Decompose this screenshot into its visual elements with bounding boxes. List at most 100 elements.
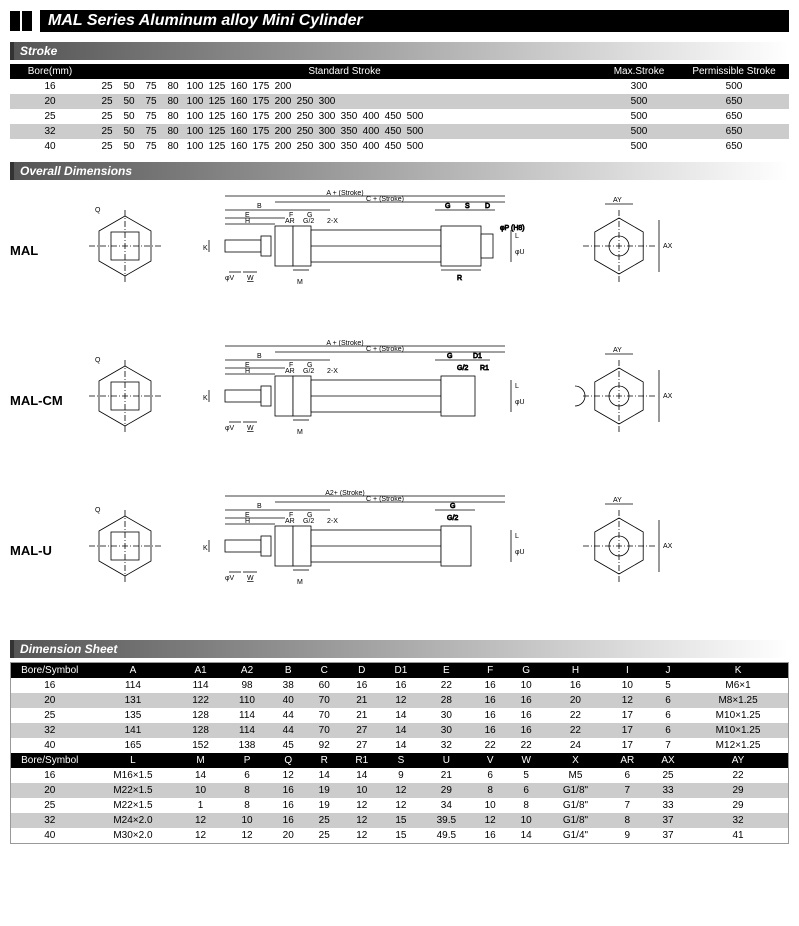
svg-text:S: S	[465, 203, 470, 210]
col-header: X	[544, 753, 607, 768]
col-header: P	[224, 753, 270, 768]
cell: 33	[648, 798, 688, 813]
cell: 114	[89, 678, 178, 693]
cell: 49.5	[421, 828, 473, 844]
cell-bore: 40	[10, 139, 90, 154]
svg-text:G/2: G/2	[457, 365, 468, 372]
cell: 7	[607, 798, 648, 813]
cell: 12	[381, 783, 420, 798]
svg-text:K: K	[203, 545, 208, 552]
col-header: K	[688, 663, 788, 679]
cell: 5	[508, 768, 544, 783]
cell: 24	[544, 738, 607, 753]
cell: M5	[544, 768, 607, 783]
cell: 44	[270, 708, 306, 723]
svg-text:L: L	[515, 233, 519, 240]
cell: 16	[381, 678, 420, 693]
table-header-row: Bore/SymbolLMPQRR1SUVWXARAXAY	[11, 753, 789, 768]
cell: 32	[421, 738, 473, 753]
svg-text:φV: φV	[225, 575, 235, 582]
svg-text:A + (Stroke): A + (Stroke)	[326, 340, 363, 347]
cell: 10	[342, 783, 381, 798]
svg-text:AX: AX	[663, 543, 673, 550]
cell: 7	[648, 738, 688, 753]
col-max: Max.Stroke	[599, 64, 679, 79]
cell: 44	[270, 723, 306, 738]
cell-max: 500	[599, 109, 679, 124]
cell-bore: 25	[10, 109, 90, 124]
table-row: 40M30×2.012122025121549.51614G1/4"93741	[11, 828, 789, 844]
col-header: Bore/Symbol	[11, 753, 89, 768]
engineering-diagram: QA + (Stroke)C + (Stroke)BEFGHARG/22-XKG…	[85, 190, 685, 310]
page-title: MAL Series Aluminum alloy Mini Cylinder	[40, 10, 789, 32]
cell: 8	[472, 783, 508, 798]
svg-text:M: M	[297, 279, 303, 286]
cell: 40	[11, 738, 89, 753]
cell: 16	[472, 708, 508, 723]
cell: 6	[607, 768, 648, 783]
cell: 14	[177, 768, 223, 783]
col-header: V	[472, 753, 508, 768]
svg-text:L: L	[515, 533, 519, 540]
svg-text:R: R	[457, 275, 462, 282]
table-row: 2025507580100125160175200250300500650	[10, 94, 789, 109]
cell: 60	[306, 678, 342, 693]
svg-text:H: H	[245, 518, 250, 525]
svg-text:φU: φU	[515, 399, 525, 406]
cell: G1/8"	[544, 813, 607, 828]
cell: 12	[381, 798, 420, 813]
col-perm: Permissible Stroke	[679, 64, 789, 79]
svg-text:AX: AX	[663, 393, 673, 400]
cell: 28	[421, 693, 473, 708]
svg-text:2-X: 2-X	[327, 368, 338, 375]
cell-strokes: 2550758010012516017520025030035040045050…	[90, 139, 599, 154]
cell-bore: 32	[10, 124, 90, 139]
cell: 16	[472, 678, 508, 693]
col-header: U	[421, 753, 473, 768]
cell: 16	[11, 768, 89, 783]
svg-text:AR: AR	[285, 518, 295, 525]
cell: M24×2.0	[89, 813, 178, 828]
title-decor	[10, 11, 32, 31]
cell: 10	[177, 783, 223, 798]
cell: 17	[607, 738, 648, 753]
cell: 39.5	[421, 813, 473, 828]
cell: 25	[11, 708, 89, 723]
cell: 128	[177, 708, 223, 723]
cell: 9	[607, 828, 648, 844]
cell-max: 500	[599, 124, 679, 139]
svg-text:K: K	[203, 245, 208, 252]
table-row: 201311221104070211228161620126M8×1.25	[11, 693, 789, 708]
diagram-label: MAL-U	[10, 543, 85, 558]
cell: 70	[306, 693, 342, 708]
cell-bore: 20	[10, 94, 90, 109]
cell: 141	[89, 723, 178, 738]
table-row: 321411281144470271430161622176M10×1.25	[11, 723, 789, 738]
table-row: 1625507580100125160175200300500	[10, 79, 789, 94]
col-header: G	[508, 663, 544, 679]
col-header: J	[648, 663, 688, 679]
cell: 16	[472, 693, 508, 708]
svg-text:2-X: 2-X	[327, 218, 338, 225]
cell: 8	[508, 798, 544, 813]
svg-text:D1: D1	[473, 353, 482, 360]
svg-text:AY: AY	[613, 497, 622, 504]
svg-text:G/2: G/2	[447, 515, 458, 522]
svg-text:W: W	[247, 275, 254, 282]
cell: 34	[421, 798, 473, 813]
svg-text:C + (Stroke): C + (Stroke)	[366, 346, 404, 353]
svg-text:H: H	[245, 368, 250, 375]
cell: 6	[648, 708, 688, 723]
svg-text:C + (Stroke): C + (Stroke)	[366, 496, 404, 503]
cell: 17	[607, 708, 648, 723]
cell: 22	[544, 723, 607, 738]
cell-perm: 650	[679, 94, 789, 109]
cell: 16	[508, 708, 544, 723]
cell: 114	[224, 723, 270, 738]
cell: 16	[508, 723, 544, 738]
cell: 33	[648, 783, 688, 798]
cell: 14	[508, 828, 544, 844]
cell: 128	[177, 723, 223, 738]
svg-text:R1: R1	[480, 365, 489, 372]
cell: G1/8"	[544, 798, 607, 813]
